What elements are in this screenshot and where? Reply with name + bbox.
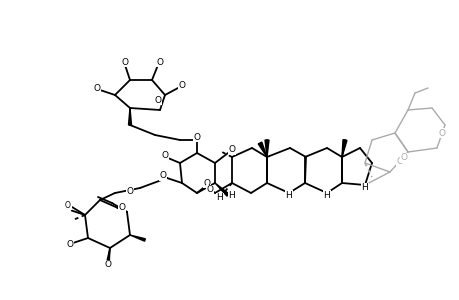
Text: H: H: [323, 190, 330, 200]
Text: O: O: [67, 241, 73, 250]
Text: O: O: [156, 58, 163, 67]
Polygon shape: [341, 140, 346, 157]
Polygon shape: [264, 140, 269, 157]
Text: O: O: [121, 58, 128, 67]
Text: O: O: [206, 185, 213, 194]
Text: O: O: [161, 151, 168, 160]
Text: O: O: [159, 172, 166, 181]
Text: O: O: [178, 80, 185, 89]
Text: O: O: [228, 146, 235, 154]
Text: O: O: [400, 154, 407, 163]
Text: O: O: [63, 203, 70, 212]
Polygon shape: [106, 248, 110, 262]
Polygon shape: [257, 142, 266, 157]
Text: O: O: [93, 83, 100, 92]
Text: H: H: [216, 194, 223, 202]
Text: H: H: [361, 184, 368, 193]
Text: O: O: [154, 95, 161, 104]
Text: H: H: [228, 190, 235, 200]
Text: O: O: [104, 260, 111, 269]
Text: O: O: [65, 200, 71, 209]
Text: O: O: [118, 203, 125, 212]
Text: H: H: [285, 190, 292, 200]
Polygon shape: [130, 235, 145, 241]
Text: O: O: [203, 178, 210, 188]
Text: O: O: [437, 128, 444, 137]
Polygon shape: [214, 183, 229, 196]
Text: O: O: [126, 188, 133, 196]
Text: O: O: [396, 158, 403, 166]
Text: O: O: [193, 133, 200, 142]
Polygon shape: [128, 108, 131, 125]
